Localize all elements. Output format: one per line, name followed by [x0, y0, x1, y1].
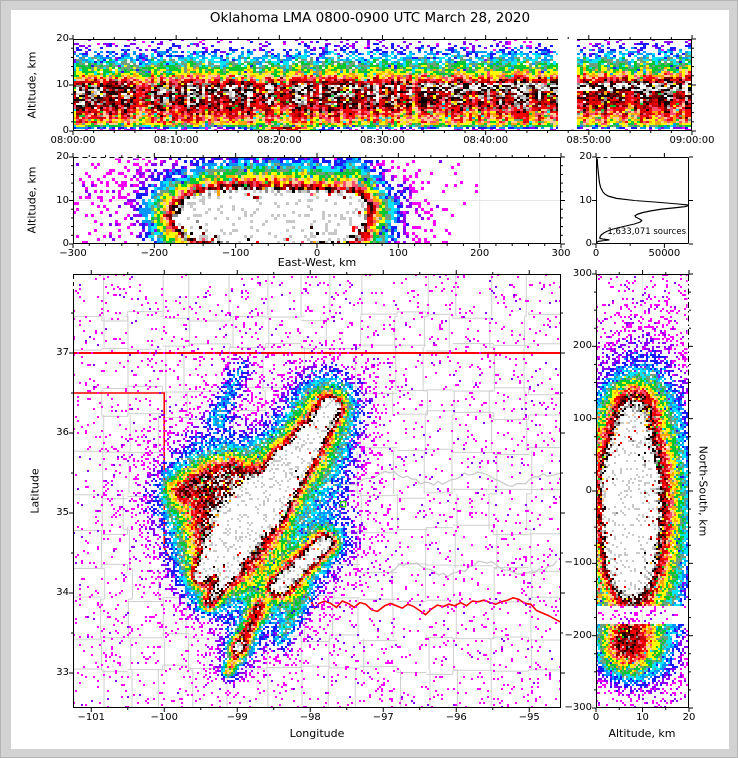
hist-alt-tick-label: 0 [585, 238, 592, 249]
north-south-tick-label: 300 [572, 268, 592, 279]
plan-view-map-canvas [73, 274, 561, 708]
plot-title: Oklahoma LMA 0800-0900 UTC March 28, 202… [209, 10, 531, 26]
longitude-tick-label: −101 [77, 712, 105, 723]
source-count-annotation: 1,633,071 sources [607, 227, 686, 237]
ew-axis-tick-label: −100 [221, 248, 250, 259]
ew-axis-tick-label: 100 [388, 248, 408, 259]
longitude-tick-label: −98 [299, 712, 321, 723]
latitude-tick-label: 36 [56, 427, 69, 438]
hist-alt-tick-label: 20 [579, 151, 592, 162]
ew-axis-tick-label: −200 [140, 248, 169, 259]
north-south-tick-label: 100 [572, 412, 592, 424]
ew-cross-section-xlabel: East-West, km [277, 256, 357, 269]
altitude-histogram-canvas [596, 157, 689, 244]
ns-cross-section-xlabel: Altitude, km [608, 727, 676, 740]
time-axis-tick-label: 08:50:00 [566, 135, 612, 146]
time-height-alt-tick-label: 20 [56, 33, 69, 44]
latitude-tick-label: 34 [56, 587, 69, 598]
north-south-tick-label: −100 [564, 557, 592, 569]
latitude-tick-label: 37 [56, 347, 69, 358]
time-axis-tick-label: 08:00:00 [50, 135, 96, 146]
longitude-tick-label: −100 [150, 712, 178, 723]
ew-axis-tick-label: 200 [470, 248, 490, 259]
ew-axis-tick-label: 0 [313, 248, 321, 259]
north-south-tick-label: 0 [585, 485, 592, 496]
time-axis-tick-label: 08:10:00 [153, 135, 199, 146]
north-south-cross-section-canvas [596, 274, 689, 708]
hist-alt-tick-label: 10 [579, 194, 592, 206]
north-south-tick-label: −200 [564, 629, 592, 641]
longitude-tick-label: −95 [518, 712, 540, 723]
north-south-tick-label: −300 [564, 702, 592, 713]
east-west-cross-section-canvas [73, 157, 561, 244]
time-axis-tick-label: 08:40:00 [463, 135, 509, 146]
time-height-alt-tick-label: 10 [56, 79, 69, 90]
ns-alt-tick-label: 20 [682, 712, 696, 723]
time-axis-tick-label: 08:30:00 [360, 135, 405, 146]
time-height-alt-tick-label: 0 [62, 125, 69, 136]
ew-alt-tick-label: 20 [56, 151, 69, 162]
north-south-tick-label: 200 [572, 340, 592, 352]
latitude-tick-label: 35 [56, 507, 69, 518]
longitude-tick-label: −99 [226, 712, 248, 723]
longitude-tick-label: −97 [372, 712, 394, 723]
ns-alt-tick-label: 0 [592, 712, 600, 723]
ew-axis-tick-label: 300 [551, 248, 571, 259]
time-axis-tick-label: 08:20:00 [256, 135, 302, 146]
hist-count-tick-label: 50000 [648, 248, 681, 259]
map-xlabel: Longitude [289, 727, 345, 740]
latitude-tick-label: 33 [56, 667, 69, 678]
ew-alt-tick-label: 10 [56, 194, 69, 206]
ew-axis-tick-label: −300 [59, 248, 87, 259]
time-height-panel-canvas [73, 39, 692, 131]
hist-count-tick-label: 0 [592, 248, 600, 259]
ns-alt-tick-label: 10 [636, 712, 649, 723]
time-axis-tick-label: 09:00:00 [669, 135, 715, 146]
ns-cross-section-ylabel: North-South, km [696, 445, 710, 537]
ew-alt-tick-label: 0 [62, 238, 69, 249]
longitude-tick-label: −96 [445, 712, 467, 723]
